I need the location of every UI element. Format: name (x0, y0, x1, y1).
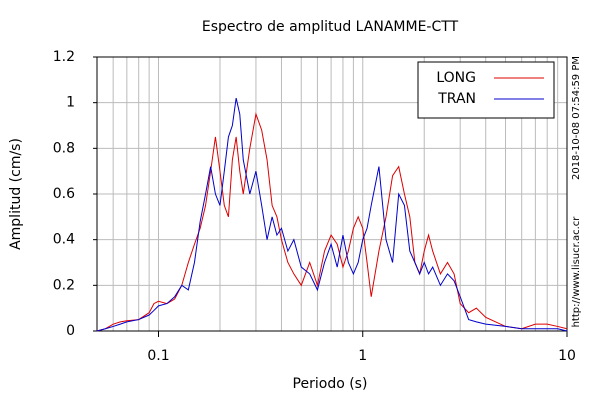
plot-frame (96, 56, 568, 332)
x-tick-label: 1 (358, 348, 367, 364)
y-tick-label: 0.2 (53, 277, 75, 293)
y-tick-label: 0.4 (53, 232, 75, 248)
y-axis-label: Amplitud (cm/s) (8, 138, 24, 250)
y-tick-label: 0.6 (53, 186, 75, 202)
series-line (96, 97, 568, 332)
legend-label: TRAN (437, 91, 476, 107)
y-tick-label: 1.2 (53, 49, 75, 65)
y-tick-label: 1 (66, 95, 75, 111)
source-url: http://www.lisucr.ac.cr (571, 216, 582, 328)
y-tick-label: 0 (66, 323, 75, 339)
x-axis-label: Periodo (s) (293, 376, 368, 392)
timestamp: 2018-10-08 07:54:59 PM (571, 56, 582, 180)
chart-title: Espectro de amplitud LANAMME-CTT (202, 19, 459, 35)
legend-label: LONG (436, 70, 476, 86)
y-tick-label: 0.8 (53, 140, 75, 156)
x-tick-label: 0.1 (147, 348, 169, 364)
legend-box (417, 61, 555, 119)
x-tick-label: 10 (558, 348, 576, 364)
series-line (96, 112, 568, 332)
